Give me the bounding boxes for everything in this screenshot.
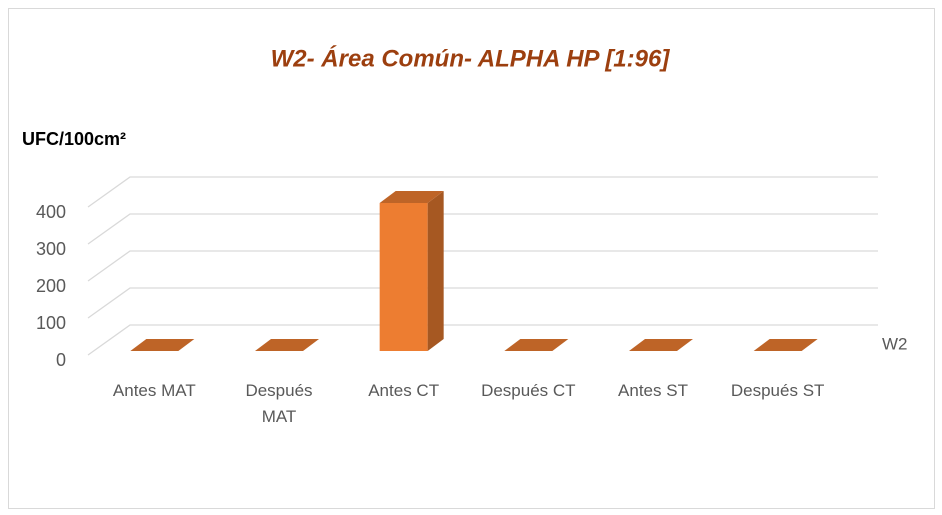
y-tick-label: 200 bbox=[36, 276, 66, 296]
grid-line bbox=[87, 324, 878, 356]
bar-side bbox=[427, 191, 444, 351]
x-tick-label: Antes MAT bbox=[112, 381, 196, 400]
y-tick-label: 100 bbox=[36, 313, 66, 333]
y-tick-label: 0 bbox=[56, 350, 66, 370]
chart-border bbox=[8, 8, 935, 509]
bar-top bbox=[130, 339, 195, 351]
grid-line bbox=[87, 176, 878, 208]
x-tick-label: Antes CT bbox=[368, 381, 440, 400]
y-tick-label: 400 bbox=[36, 202, 66, 222]
x-tick-label: Después ST bbox=[730, 381, 825, 400]
bar-top bbox=[629, 339, 693, 351]
x-tick-label: Después CT bbox=[481, 381, 576, 400]
bar-top bbox=[504, 339, 569, 351]
bar-top bbox=[255, 339, 319, 351]
grid-line bbox=[87, 213, 878, 245]
chart-title: W2- Área Común- ALPHA HP [1:96] bbox=[271, 44, 671, 72]
x-tick-label: Después MAT bbox=[245, 381, 313, 426]
y-tick-label: 300 bbox=[36, 239, 66, 259]
bar-top bbox=[379, 191, 444, 203]
legend-label: W2 bbox=[882, 334, 908, 353]
grid-line bbox=[87, 250, 878, 282]
x-tick-label: Antes ST bbox=[618, 381, 688, 400]
y-axis-label: UFC/100cm² bbox=[22, 129, 126, 149]
bar-top bbox=[753, 339, 818, 351]
bar-front bbox=[379, 203, 428, 351]
grid-line bbox=[87, 287, 878, 319]
